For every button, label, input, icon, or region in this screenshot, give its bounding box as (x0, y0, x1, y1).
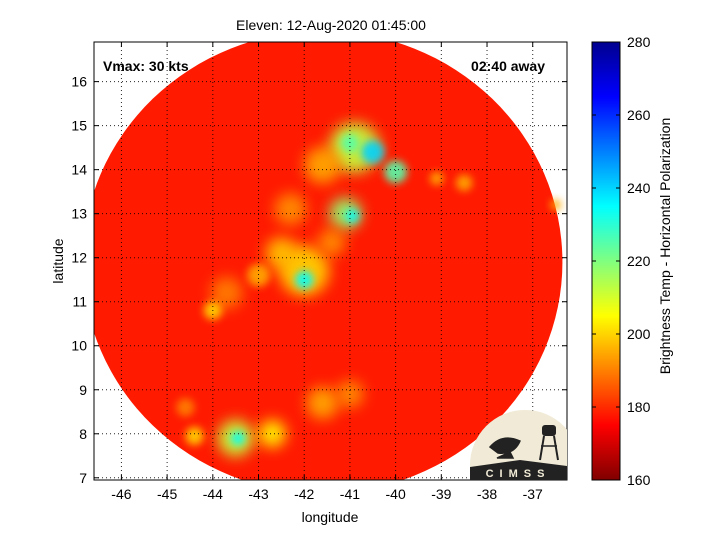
grid-layer (94, 42, 567, 480)
logo-water-tower-icon (539, 425, 559, 461)
x-tick-label: -44 (203, 486, 223, 502)
y-tick-label: 8 (79, 426, 87, 442)
x-tick-label: -46 (111, 486, 131, 502)
feature-group (176, 122, 562, 457)
y-axis-label: latitude (50, 238, 66, 283)
x-tick-label: -43 (248, 486, 268, 502)
cimss-logo: CIMSS (470, 410, 567, 480)
colorbar-tick-label: 180 (627, 399, 651, 415)
logo-satellite-dish-icon (488, 437, 521, 459)
feature-cell (231, 431, 245, 446)
colorbar (591, 41, 621, 481)
x-tick-label: -38 (477, 486, 497, 502)
feature-cell (265, 237, 298, 270)
colorbar-tick-label: 260 (627, 107, 651, 123)
colorbar-ticks: 160 180 200 220 240 260 280 (592, 34, 651, 488)
time-away-annotation: 02:40 away (471, 58, 545, 74)
colorbar-tick-label: 160 (627, 472, 651, 488)
y-tick-label: 15 (71, 118, 87, 134)
feature-cell (361, 140, 385, 164)
y-axis: 7 8 9 10 11 12 13 14 15 16 (71, 74, 567, 486)
chart-title: Eleven: 12-Aug-2020 01:45:00 (236, 17, 426, 33)
plot-frame (93, 41, 568, 481)
colorbar-label: Brightness Temp - Horizontal Polarizatio… (657, 118, 673, 375)
swath-disc (94, 42, 563, 480)
x-axis: -46 -45 -44 -43 -42 -41 -40 -39 -38 -37 (111, 42, 543, 502)
feature-cell (258, 420, 286, 448)
colorbar-tick-label: 280 (627, 34, 651, 50)
x-tick-label: -42 (294, 486, 314, 502)
vmax-annotation: Vmax: 30 kts (103, 58, 189, 74)
swath-layer (94, 42, 563, 480)
logo-text: CIMSS (486, 468, 551, 480)
y-tick-label: 13 (71, 206, 87, 222)
feature-cell (274, 193, 307, 226)
logo-building-icon (470, 460, 567, 480)
colorbar-tick-label: 220 (627, 253, 651, 269)
y-tick-label: 11 (72, 294, 87, 310)
feature-cell (340, 134, 360, 153)
colorbar-tick-label: 240 (627, 180, 651, 196)
x-tick-label: -45 (157, 486, 177, 502)
feature-cell (210, 276, 243, 309)
feature-cell (429, 171, 444, 186)
feature-cell (306, 386, 339, 419)
feature-cell (345, 209, 360, 223)
x-tick-label: -39 (431, 486, 451, 502)
y-tick-label: 12 (71, 250, 87, 266)
y-tick-label: 9 (79, 382, 87, 398)
feature-cell (185, 426, 204, 446)
feature-cell (304, 146, 341, 184)
feature-cell (384, 160, 408, 184)
colorbar-tick-label: 200 (627, 326, 651, 342)
feature-cell (247, 263, 270, 287)
x-tick-label: -41 (340, 486, 360, 502)
feature-cell (317, 228, 346, 257)
feature-cell (176, 398, 195, 417)
y-tick-label: 14 (71, 162, 87, 178)
y-tick-label: 16 (71, 74, 87, 90)
x-tick-label: -37 (523, 486, 543, 502)
feature-cell (550, 199, 562, 211)
y-tick-label: 7 (79, 470, 87, 486)
x-tick-label: -40 (386, 486, 406, 502)
x-axis-label: longitude (302, 509, 359, 525)
feature-cell (295, 270, 314, 289)
y-tick-label: 10 (71, 338, 87, 354)
feature-cell (455, 174, 473, 192)
